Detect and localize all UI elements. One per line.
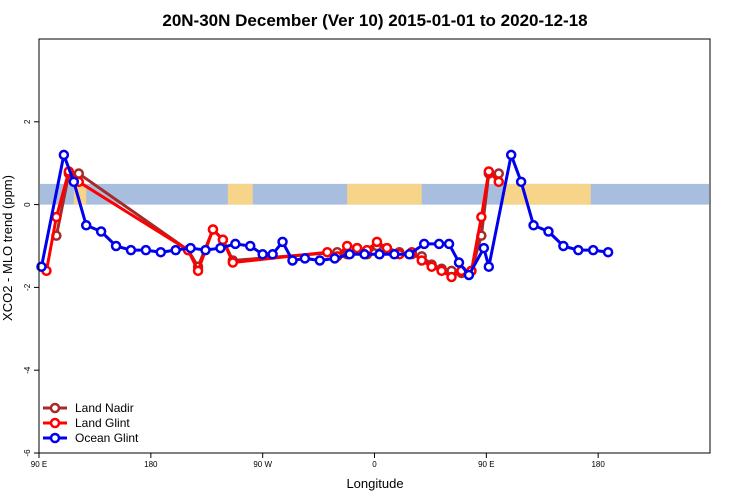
series-2-point-30 [453, 257, 465, 268]
series-2-point-33 [483, 261, 495, 272]
map-land-1 [227, 183, 253, 205]
series-1-point-5 [192, 265, 204, 277]
series-2-point-7 [140, 244, 152, 256]
series-1-point-14 [371, 236, 383, 248]
legend-label-2: Ocean Glint [75, 431, 139, 445]
series-2-point-9 [170, 244, 181, 256]
series-2-point-19 [299, 253, 311, 264]
x-tick-label-4: 90 E [478, 460, 494, 469]
x-tick-label-0: 90 E [31, 460, 47, 469]
series-2-point-4 [95, 226, 107, 237]
series-1-point-11 [341, 240, 353, 252]
series-1-point-12 [351, 242, 363, 254]
axes: 90 E 180 90 W 0 90 E 180 -6 -4 -2 0 2 [23, 119, 605, 469]
series-2 [36, 149, 614, 281]
series-2-point-23 [359, 249, 370, 260]
series-0-point-2 [73, 168, 85, 179]
series-1-point-24 [476, 211, 487, 223]
series-2-point-26 [404, 249, 415, 260]
series-2-point-20 [314, 255, 326, 266]
series-2-point-5 [110, 240, 122, 252]
series-2-point-16 [267, 249, 278, 260]
series-1-point-26 [493, 176, 505, 188]
series-1-point-15 [381, 242, 393, 254]
series-2-point-14 [244, 240, 256, 252]
legend-marker-0 [49, 402, 61, 414]
series-2-point-40 [587, 244, 599, 256]
series-2-point-37 [543, 226, 554, 237]
series-2-point-18 [287, 255, 298, 266]
series-2-point-24 [374, 249, 385, 260]
x-tick-label-2: 90 W [253, 460, 272, 469]
series-2-point-21 [329, 253, 340, 264]
series-2-point-29 [443, 238, 455, 250]
series-1-point-7 [217, 234, 229, 246]
series-1-point-8 [227, 257, 239, 268]
y-tick-label-0: -6 [23, 449, 32, 457]
series-2-point-17 [277, 236, 288, 248]
y-tick-label-2: -2 [23, 283, 32, 291]
series-2-point-27 [418, 238, 430, 250]
series-2-point-15 [257, 249, 268, 260]
plot-frame [38, 38, 711, 454]
chart-title: 20N-30N December (Ver 10) 2015-01-01 to … [162, 11, 587, 30]
series-line-2 [40, 153, 609, 277]
y-axis-label: XCO2 - MLO trend (ppm) [0, 175, 15, 321]
series-1-point-6 [207, 224, 219, 235]
x-tick-label-3: 0 [372, 460, 377, 469]
series-2-point-28 [433, 238, 445, 250]
x-tick-label-1: 180 [144, 460, 158, 469]
y-tick-label-3: 0 [23, 202, 32, 207]
series-1-point-25 [483, 166, 495, 177]
map-land-2 [347, 183, 422, 205]
series-1-point-9 [322, 246, 333, 258]
series-2-point-22 [344, 249, 355, 260]
series-2-point-8 [155, 246, 167, 258]
series-1-point-18 [416, 255, 427, 266]
map-strip [40, 183, 709, 205]
series-2-point-2 [68, 176, 80, 188]
legend-label-1: Land Glint [75, 416, 130, 430]
series-1-point-21 [446, 271, 457, 283]
series-2-point-38 [558, 240, 569, 252]
series-1-point-20 [436, 265, 447, 277]
series-0-point-24 [493, 168, 505, 179]
series-2-point-13 [230, 238, 241, 250]
legend-marker-1 [49, 417, 61, 429]
series-2-point-12 [215, 242, 226, 254]
map-land-3 [503, 183, 591, 205]
series-2-point-10 [185, 242, 196, 254]
series-2-point-41 [602, 246, 614, 258]
series-2-point-32 [478, 242, 490, 254]
series-1-point-19 [426, 261, 437, 272]
series-2-point-34 [505, 149, 517, 161]
series-2-point-35 [515, 176, 527, 188]
series-2-point-39 [573, 244, 584, 256]
y-tick-label-1: -4 [23, 366, 32, 374]
x-axis-label: Longitude [346, 476, 403, 491]
series-2-point-1 [58, 149, 70, 161]
series-2-point-3 [80, 220, 92, 231]
series-2-point-36 [528, 220, 539, 231]
series-layer [36, 149, 614, 283]
legend-label-0: Land Nadir [75, 401, 134, 415]
series-2-point-25 [389, 249, 400, 260]
series-2-point-6 [125, 244, 137, 256]
series-2-point-31 [463, 269, 475, 281]
x-tick-label-5: 180 [591, 460, 605, 469]
y-tick-label-4: 2 [23, 119, 32, 124]
series-1-point-1 [51, 211, 62, 223]
legend-marker-2 [49, 432, 61, 444]
series-2-point-11 [200, 244, 211, 256]
